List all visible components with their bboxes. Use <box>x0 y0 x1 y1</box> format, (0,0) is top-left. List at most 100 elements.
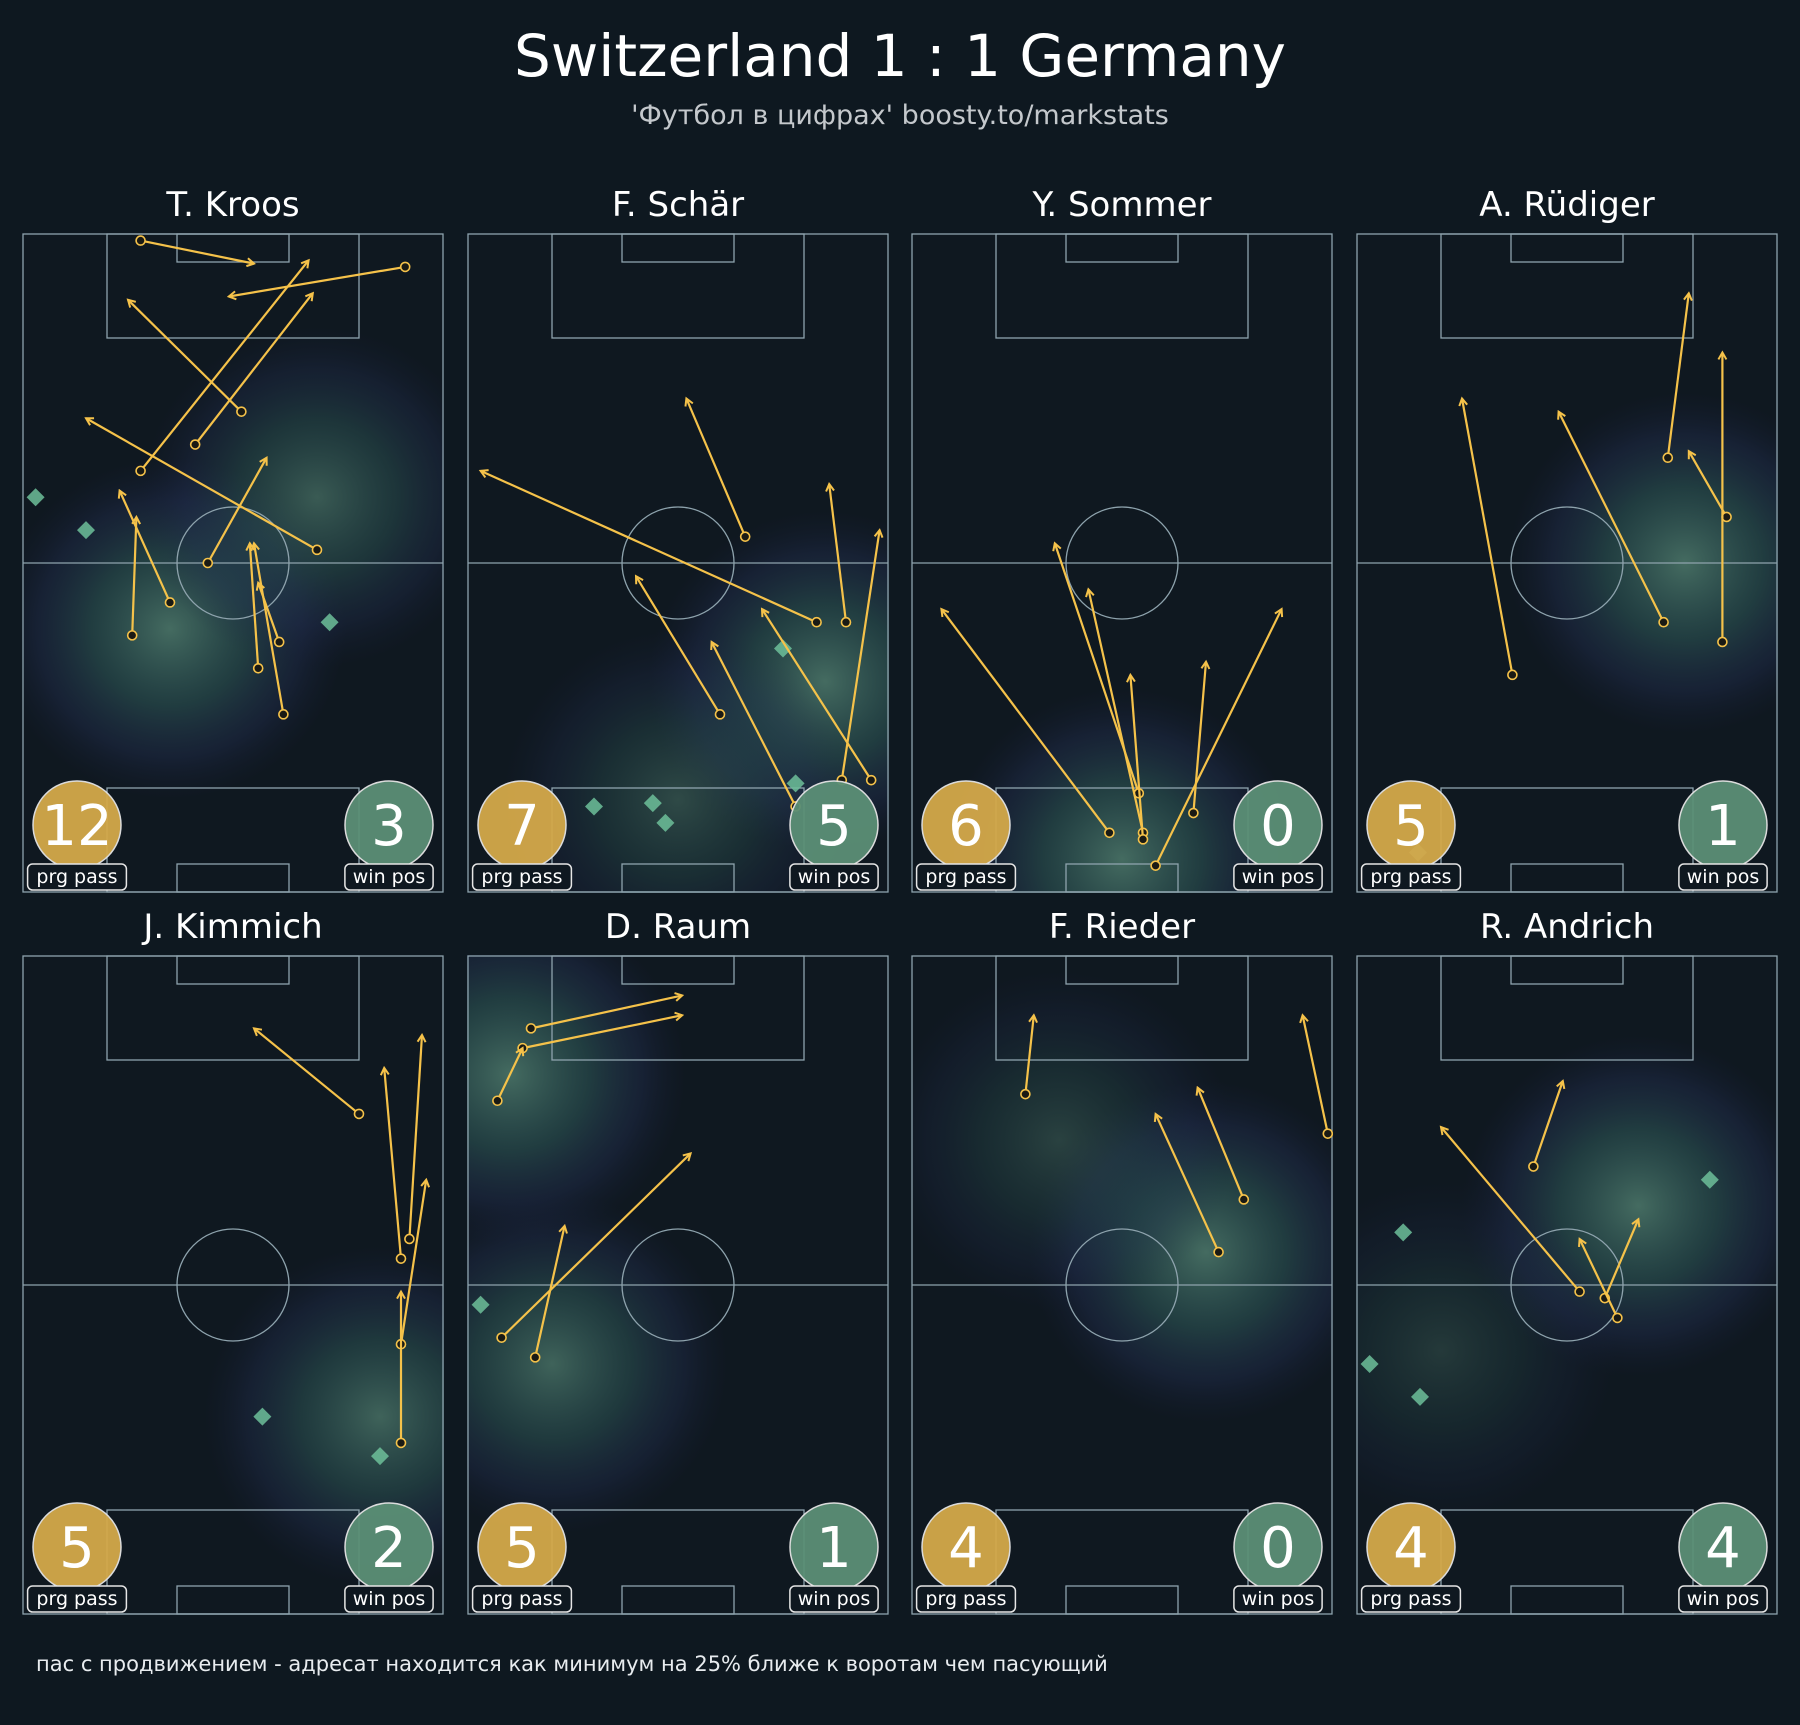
progressive-pass <box>941 609 1115 839</box>
progressive-pass <box>636 576 726 720</box>
prg-pass-badge-value: 4 <box>948 1516 984 1581</box>
win-pos-badge: 0 win pos <box>1233 1502 1323 1613</box>
win-pos-badge-label: win pos <box>1687 866 1759 888</box>
win-position-marker <box>1411 1387 1429 1406</box>
progressive-pass <box>481 471 822 628</box>
win-pos-badge-label: win pos <box>1242 1588 1314 1610</box>
progressive-pass <box>1717 352 1728 648</box>
win-pos-badge: 0 win pos <box>1233 780 1323 891</box>
pitch-plot: 12 prg pass 3 win pos <box>22 233 444 893</box>
player-panel: F. Schär 7 prg pass 5 win pos <box>467 185 889 895</box>
progressive-pass <box>829 484 852 628</box>
win-position-marker <box>371 1447 389 1466</box>
progressive-pass <box>1462 399 1518 681</box>
player-panel: F. Rieder 4 prg pass 0 win pos <box>911 907 1333 1617</box>
pitch-plot: 7 prg pass 5 win pos <box>467 233 889 893</box>
prg-pass-badge: 4 prg pass <box>915 1502 1017 1613</box>
progressive-pass <box>1441 1127 1585 1297</box>
pitch-markings <box>467 233 889 893</box>
progressive-pass <box>496 1153 690 1343</box>
progressive-pass <box>525 995 683 1034</box>
win-pos-badge-value: 1 <box>1705 794 1741 859</box>
progressive-pass <box>1198 1088 1250 1205</box>
progressive-pass <box>86 418 323 556</box>
win-pos-badge-value: 4 <box>1705 1516 1741 1581</box>
win-pos-badge-label: win pos <box>1687 1588 1759 1610</box>
footnote: пас с продвижением - адресат находится к… <box>36 1652 1108 1676</box>
progressive-pass <box>529 1226 565 1363</box>
win-position-marker <box>1360 1354 1379 1373</box>
density-area <box>203 1245 444 1588</box>
progressive-pass <box>1559 412 1669 628</box>
density-area <box>467 1192 729 1535</box>
win-pos-badge-label: win pos <box>353 1588 425 1610</box>
prg-pass-badge: 4 prg pass <box>1360 1502 1462 1613</box>
pitch-markings <box>22 233 444 893</box>
player-name: J. Kimmich <box>143 907 323 947</box>
prg-pass-badge: 6 prg pass <box>915 780 1017 891</box>
win-pos-badge-value: 3 <box>371 794 407 859</box>
player-name: Y. Sommer <box>1032 185 1212 225</box>
win-pos-badge-value: 2 <box>371 1516 407 1581</box>
progressive-pass <box>250 543 264 674</box>
prg-pass-badge-value: 5 <box>1393 794 1429 859</box>
progressive-pass <box>1188 662 1206 819</box>
progressive-pass <box>1150 609 1282 871</box>
win-pos-badge-label: win pos <box>1242 866 1314 888</box>
prg-pass-badge-value: 7 <box>504 794 540 859</box>
progressive-pass <box>762 609 877 786</box>
pitch-plot: 6 prg pass 0 win pos <box>911 233 1333 893</box>
progressive-pass <box>135 260 309 477</box>
prg-pass-badge-label: prg pass <box>925 1588 1006 1610</box>
progressive-pass <box>1662 293 1689 464</box>
win-position-marker <box>26 488 45 507</box>
win-pos-badge: 1 win pos <box>1678 780 1768 891</box>
win-position-marker <box>1700 1170 1719 1189</box>
prg-pass-badge: 5 prg pass <box>26 1502 128 1613</box>
win-position-marker <box>320 613 339 632</box>
win-pos-badge-label: win pos <box>798 1588 870 1610</box>
win-position-marker <box>585 797 603 816</box>
pitch-plot: 4 prg pass 0 win pos <box>911 955 1333 1615</box>
player-panel: T. Kroos 12 prg pass 3 win pos <box>22 185 444 895</box>
prg-pass-badge-label: prg pass <box>36 866 117 888</box>
player-name: F. Schär <box>611 185 745 225</box>
progressive-pass <box>1580 1239 1623 1324</box>
match-title: Switzerland 1 : 1 Germany <box>514 22 1286 90</box>
pitch-markings <box>911 233 1333 893</box>
progressive-pass <box>189 293 313 450</box>
progressive-pass <box>1130 675 1149 845</box>
prg-pass-badge-label: prg pass <box>1370 866 1451 888</box>
win-position-marker <box>643 794 662 813</box>
win-pos-badge-value: 1 <box>816 1516 852 1581</box>
player-name: A. Rüdiger <box>1479 185 1655 225</box>
prg-pass-badge: 12 prg pass <box>26 780 128 891</box>
win-pos-badge: 2 win pos <box>344 1502 434 1613</box>
win-pos-badge: 4 win pos <box>1678 1502 1768 1613</box>
win-position-marker <box>77 521 95 540</box>
prg-pass-badge-label: prg pass <box>481 866 562 888</box>
prg-pass-badge-label: prg pass <box>481 1588 562 1610</box>
prg-pass-badge-label: prg pass <box>36 1588 117 1610</box>
player-panel: R. Andrich 4 prg pass 4 win pos <box>1356 907 1778 1617</box>
win-pos-badge: 1 win pos <box>789 1502 879 1613</box>
win-pos-badge-value: 5 <box>816 794 852 859</box>
player-name: D. Raum <box>604 907 752 947</box>
prg-pass-badge: 5 prg pass <box>1360 780 1462 891</box>
win-position-marker <box>786 774 805 793</box>
prg-pass-badge-value: 6 <box>948 794 984 859</box>
player-name: R. Andrich <box>1479 907 1655 947</box>
win-pos-badge-label: win pos <box>353 866 425 888</box>
win-pos-badge-value: 0 <box>1260 1516 1296 1581</box>
win-pos-badge: 3 win pos <box>344 780 434 891</box>
player-panel: Y. Sommer 6 prg pass 0 win pos <box>911 185 1333 895</box>
pitch-markings <box>22 955 444 1615</box>
win-position-marker <box>656 813 675 832</box>
density-area <box>945 688 1299 893</box>
prg-pass-badge: 7 prg pass <box>471 780 573 891</box>
progressive-pass <box>229 261 411 296</box>
progressive-pass <box>254 1028 365 1120</box>
player-panel: A. Rüdiger 5 prg pass 1 win pos <box>1356 185 1778 895</box>
prg-pass-badge-label: prg pass <box>925 866 1006 888</box>
